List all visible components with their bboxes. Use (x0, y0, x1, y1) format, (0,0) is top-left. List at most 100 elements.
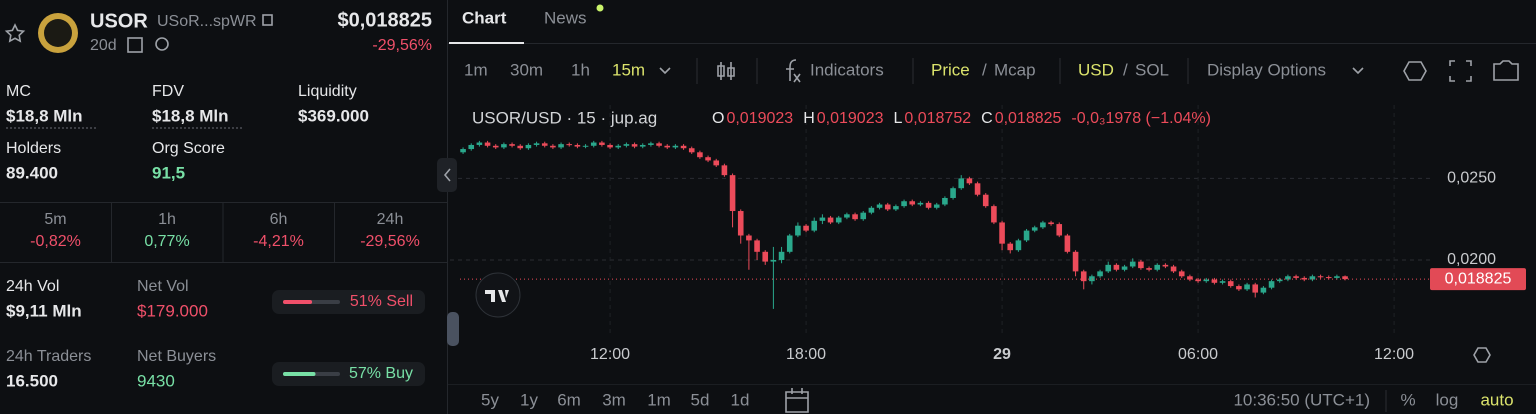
fx-icon[interactable] (786, 59, 801, 83)
note-icon[interactable] (127, 37, 143, 53)
interval[interactable]: 1h (571, 60, 590, 79)
candle-body (925, 202, 932, 208)
collapse-button[interactable] (437, 158, 457, 192)
candle-body (525, 144, 532, 149)
candle-body (1187, 276, 1193, 280)
camera-icon[interactable] (1493, 60, 1519, 81)
candle-body (631, 144, 638, 147)
period-label: 5m (44, 211, 66, 228)
candle-body (648, 143, 654, 145)
price-toggle[interactable]: Price (931, 60, 970, 79)
candle-body (1219, 281, 1226, 283)
fullscreen-icon[interactable] (1449, 60, 1472, 82)
tv-logo-mark (485, 290, 509, 302)
candle-body (1023, 230, 1030, 241)
candle-body (468, 144, 475, 150)
mcap-toggle[interactable]: Mcap (994, 60, 1036, 79)
display-options[interactable]: Display Options (1207, 60, 1326, 79)
ratio-pills: 51% Sell 57% Buy (272, 290, 425, 386)
news-dot (596, 4, 604, 12)
candle-body (492, 145, 499, 148)
candle-body (672, 145, 679, 148)
candle-body (1007, 243, 1014, 251)
sol-toggle[interactable]: SOL (1135, 60, 1169, 79)
range-button[interactable]: 3m (602, 390, 626, 409)
log-toggle[interactable]: log (1436, 390, 1459, 409)
stat-label: Org Score (152, 140, 225, 157)
token-logo-inner (44, 19, 72, 47)
candle-body (558, 144, 564, 148)
candle-body (1105, 264, 1112, 272)
candle-body (950, 188, 956, 198)
candle-body (664, 145, 671, 148)
stat-value: $18,8 Mln (6, 106, 83, 125)
ratio-bar (283, 372, 316, 376)
token-address[interactable]: USoR...spWR (157, 13, 257, 30)
settings-icon[interactable] (1473, 347, 1491, 363)
candle-icon[interactable] (717, 62, 735, 80)
candle-body (639, 144, 646, 147)
stat-value: $18,8 Mln (152, 106, 229, 125)
tab-news[interactable]: News (544, 8, 587, 27)
candle-body (607, 144, 613, 148)
period-value: -29,56% (360, 233, 420, 250)
candle-body (1080, 271, 1087, 282)
star-icon[interactable] (4, 23, 26, 43)
range-button[interactable]: 1m (647, 390, 671, 409)
candle-body (501, 144, 507, 148)
interval[interactable]: 30m (510, 60, 543, 79)
ohlc-key: H (803, 110, 815, 127)
candle-body (991, 206, 997, 223)
traders-label: 24h Traders (6, 348, 91, 365)
tv-logo[interactable] (475, 272, 521, 318)
x-tick-label: 18:00 (786, 346, 826, 363)
candle-body (1227, 281, 1234, 287)
ohlc-value: 0,019023 (817, 110, 884, 127)
copy-icon[interactable] (262, 14, 273, 26)
usd-toggle[interactable]: USD (1078, 60, 1114, 79)
range-button[interactable]: 6m (557, 390, 581, 409)
tab-chart[interactable]: Chart (462, 8, 507, 27)
candle-body (1317, 276, 1324, 278)
candle-body (697, 152, 703, 158)
candle-body (1146, 268, 1152, 270)
candle-body (1309, 276, 1316, 280)
calendar-icon[interactable] (785, 388, 809, 413)
range-button[interactable]: 1y (520, 390, 538, 409)
chart-symbol: USOR/USD · 15 · jup.ag (472, 108, 657, 127)
vol-value: $9,11 Mln (6, 301, 82, 320)
range-button[interactable]: 5y (481, 390, 499, 409)
clock: 10:36:50 (UTC+1) (1233, 390, 1370, 409)
candle-body (884, 204, 891, 210)
chart-change: -0,0₃1978 (−1.04%) (1071, 110, 1211, 127)
candle-body (1072, 251, 1079, 272)
interval[interactable]: 15m (612, 60, 645, 79)
stat-label: MC (6, 83, 31, 100)
candle-body (844, 214, 850, 218)
ohlc-value: 0,018752 (904, 110, 971, 127)
collapse-icon (443, 168, 451, 182)
range-button[interactable]: 5d (691, 390, 710, 409)
candle-body (746, 235, 752, 241)
range-button[interactable]: 1d (731, 390, 750, 409)
candle-body (574, 144, 581, 147)
search-icon[interactable] (155, 37, 169, 51)
period-grid: 5m -0,82% 1h 0,77% 6h -4,21% 24h -29,56% (30, 203, 420, 262)
chevron (1352, 67, 1364, 75)
candle-body (860, 212, 867, 220)
settings-icon[interactable] (1403, 61, 1427, 81)
candle-body (688, 148, 695, 153)
candle-body (803, 225, 809, 231)
auto-toggle[interactable]: auto (1480, 390, 1513, 409)
separator-text: / (982, 60, 987, 79)
stat-value: 91,5 (152, 163, 185, 182)
candle-body (1178, 271, 1185, 277)
indicators[interactable]: Indicators (810, 60, 884, 79)
ratio-pill (272, 290, 425, 314)
candle-body (827, 217, 834, 223)
expand-handle[interactable] (447, 312, 459, 346)
percent-toggle[interactable]: % (1400, 390, 1415, 409)
candle-body (656, 143, 662, 146)
interval[interactable]: 1m (464, 60, 488, 79)
token-symbol: USOR (90, 10, 148, 32)
